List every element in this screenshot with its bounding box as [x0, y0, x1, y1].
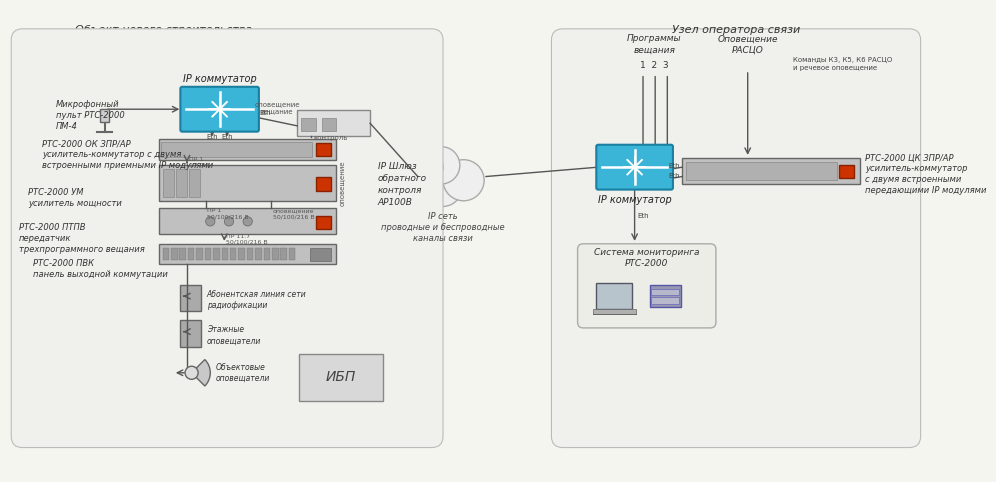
FancyBboxPatch shape: [11, 29, 443, 448]
Bar: [686, 161, 838, 180]
Bar: [289, 249, 296, 260]
Circle shape: [185, 366, 198, 379]
Bar: [159, 208, 337, 234]
Text: Объектовые
оповещатели: Объектовые оповещатели: [216, 363, 270, 383]
Bar: [272, 249, 279, 260]
Bar: [230, 249, 236, 260]
Bar: [100, 109, 110, 122]
Text: Eth: Eth: [206, 134, 218, 139]
Text: ПР 1
50/100/216 В: ПР 1 50/100/216 В: [207, 208, 249, 219]
Bar: [180, 285, 201, 311]
Bar: [649, 285, 681, 308]
Bar: [188, 249, 194, 260]
Text: Eth: Eth: [637, 213, 649, 219]
Text: IP сеть
проводные и беспроводные
каналы связи: IP сеть проводные и беспроводные каналы …: [381, 212, 505, 243]
FancyBboxPatch shape: [14, 32, 440, 445]
Text: Eth: Eth: [259, 109, 271, 116]
Text: Eth: Eth: [668, 174, 680, 179]
Bar: [180, 321, 201, 347]
Text: Оповещение
РАСЦО: Оповещение РАСЦО: [717, 34, 778, 54]
Bar: [159, 165, 337, 201]
Bar: [297, 110, 371, 136]
Text: оповещение
вещание: оповещение вещание: [254, 101, 300, 114]
Text: Команды К3, К5, К6 РАСЦО
и речевое оповещение: Команды К3, К5, К6 РАСЦО и речевое опове…: [793, 57, 891, 70]
Bar: [162, 169, 174, 197]
Bar: [255, 249, 262, 260]
Bar: [651, 289, 679, 295]
Text: Система мониторинга
РТС-2000: Система мониторинга РТС-2000: [594, 248, 699, 268]
Text: оповещение: оповещение: [339, 161, 345, 206]
FancyBboxPatch shape: [552, 29, 920, 448]
Circle shape: [443, 160, 484, 201]
Text: контроль: контроль: [313, 135, 348, 141]
Bar: [597, 283, 631, 309]
Bar: [189, 169, 200, 197]
Bar: [322, 118, 337, 131]
Bar: [159, 244, 337, 264]
Circle shape: [400, 156, 445, 201]
FancyBboxPatch shape: [17, 34, 437, 442]
Text: Абонентская линия сети
радиофикации: Абонентская линия сети радиофикации: [206, 290, 307, 310]
Bar: [175, 169, 187, 197]
Bar: [196, 249, 203, 260]
Bar: [162, 249, 169, 260]
Text: Программы
вещания: Программы вещания: [626, 34, 681, 54]
Bar: [840, 165, 855, 178]
Text: РТС-2000 ПВК
панель выходной коммутации: РТС-2000 ПВК панель выходной коммутации: [33, 259, 167, 279]
Text: ИБП: ИБП: [326, 371, 357, 385]
Bar: [264, 249, 270, 260]
Text: оповещение
50/100/216 В: оповещение 50/100/216 В: [273, 208, 315, 219]
Circle shape: [409, 150, 443, 184]
Bar: [205, 249, 211, 260]
Text: IP коммутатор: IP коммутатор: [598, 195, 671, 205]
Text: РТС-2000 ПТПВ
передатчик
трехпрограммного вещания: РТС-2000 ПТПВ передатчик трехпрограммног…: [19, 223, 144, 254]
Bar: [316, 176, 331, 191]
Text: ПР 11.7
50/100/216 В: ПР 11.7 50/100/216 В: [226, 234, 268, 244]
Text: РТС-2000 УМ
усилитель мощности: РТС-2000 УМ усилитель мощности: [28, 187, 122, 208]
Bar: [593, 309, 635, 314]
Text: Микрофонный
пульт РТС-2000
ПМ-4: Микрофонный пульт РТС-2000 ПМ-4: [56, 100, 124, 131]
Bar: [316, 216, 331, 229]
Bar: [171, 249, 177, 260]
Text: Узел оператора связи: Узел оператора связи: [672, 25, 801, 35]
Text: РТС-2000 ЦК ЗПР/АР
усилитель-коммутатор
с двумя встроенными
передающими IP модул: РТС-2000 ЦК ЗПР/АР усилитель-коммутатор …: [866, 153, 987, 195]
Bar: [221, 249, 228, 260]
Text: IP коммутатор: IP коммутатор: [182, 74, 257, 84]
Bar: [682, 158, 860, 184]
Text: Eth: Eth: [668, 163, 680, 169]
Bar: [179, 249, 186, 260]
Wedge shape: [191, 360, 210, 386]
Bar: [301, 118, 316, 131]
Circle shape: [243, 217, 252, 226]
Bar: [311, 248, 331, 261]
FancyBboxPatch shape: [180, 87, 259, 132]
Circle shape: [424, 169, 462, 206]
Bar: [651, 297, 679, 304]
FancyBboxPatch shape: [578, 244, 716, 328]
Text: Объект нового строительства: Объект нового строительства: [75, 25, 252, 35]
Bar: [160, 142, 312, 157]
Text: 1  2  3: 1 2 3: [639, 61, 668, 69]
Circle shape: [224, 217, 234, 226]
Text: Этажные
оповещатели: Этажные оповещатели: [206, 325, 261, 346]
Text: РТС-2000 ОК ЗПР/АР
усилитель-коммутатор с двумя
встроенными приемными IP модулям: РТС-2000 ОК ЗПР/АР усилитель-коммутатор …: [42, 139, 213, 170]
Bar: [281, 249, 287, 260]
Bar: [247, 249, 253, 260]
Text: Eth: Eth: [221, 134, 233, 139]
Text: ПР 1
0.775В: ПР 1 0.775В: [189, 157, 211, 168]
Bar: [159, 139, 337, 160]
Bar: [299, 354, 383, 401]
Text: IP Шлюз
обратного
контроля
АР100В: IP Шлюз обратного контроля АР100В: [377, 162, 426, 207]
Bar: [238, 249, 245, 260]
Circle shape: [422, 147, 460, 184]
Bar: [213, 249, 220, 260]
Bar: [316, 143, 331, 156]
FancyBboxPatch shape: [21, 38, 433, 438]
FancyBboxPatch shape: [597, 145, 673, 189]
Circle shape: [205, 217, 215, 226]
